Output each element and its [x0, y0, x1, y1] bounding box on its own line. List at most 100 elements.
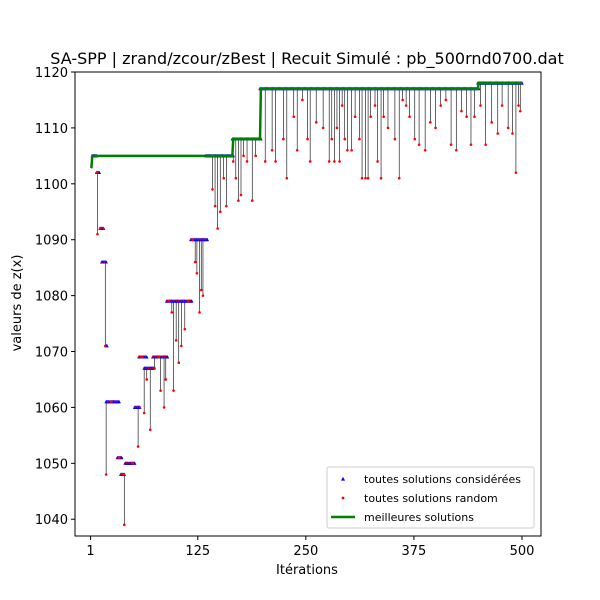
- legend-label: toutes solutions random: [364, 492, 498, 505]
- considered-solution-point: [165, 355, 170, 359]
- random-solution-point: [213, 204, 217, 208]
- y-tick-label: 1110: [35, 122, 68, 137]
- y-tick-label: 1070: [35, 346, 68, 361]
- random-solution-point: [201, 294, 205, 297]
- random-solution-point: [346, 148, 349, 152]
- random-solution-point: [369, 115, 372, 119]
- random-solution-point: [110, 400, 113, 404]
- y-tick-label: 1050: [35, 457, 68, 472]
- random-solution-point: [335, 126, 339, 130]
- x-tick-label: 375: [401, 544, 426, 559]
- considered-solution-point: [189, 299, 194, 303]
- random-solution-point: [364, 176, 367, 180]
- considered-solution-point: [104, 260, 108, 264]
- random-solution-point: [404, 104, 408, 107]
- considered-solution-point: [97, 170, 102, 175]
- random-solution-point: [237, 199, 240, 202]
- random-solution-point: [153, 366, 156, 370]
- random-solution-point: [103, 344, 107, 348]
- random-solution-point: [164, 378, 168, 381]
- random-solution-point: [465, 115, 468, 119]
- random-solution-point: [360, 176, 364, 180]
- random-solution-point: [338, 160, 341, 163]
- y-tick-label: 1040: [35, 513, 68, 528]
- random-solution-point: [308, 160, 312, 163]
- random-solution-point: [211, 188, 214, 191]
- random-solution-point: [274, 160, 277, 163]
- random-solution-point: [490, 121, 494, 124]
- random-solution-point: [358, 137, 361, 141]
- random-solution-point: [327, 160, 331, 163]
- random-solution-point: [295, 148, 299, 152]
- random-solution-point: [222, 176, 226, 180]
- random-solution-point: [479, 104, 482, 107]
- random-solution-point: [292, 115, 296, 119]
- x-tick-label: 500: [510, 544, 535, 559]
- random-solution-point: [408, 115, 411, 119]
- random-solution-point: [136, 445, 140, 448]
- random-solution-point: [98, 227, 102, 230]
- random-solution-point: [157, 355, 161, 359]
- random-solution-point: [224, 204, 228, 208]
- random-solution-point: [193, 260, 197, 264]
- random-solution-point: [333, 160, 336, 163]
- random-solution-point: [376, 160, 379, 163]
- random-solution-point: [102, 227, 105, 230]
- random-solution-point: [250, 199, 254, 202]
- random-solution-point: [449, 143, 453, 146]
- random-solution-point: [366, 176, 370, 180]
- random-solution-point: [417, 143, 421, 146]
- random-solution-point: [145, 378, 149, 381]
- random-solution-point: [413, 137, 417, 141]
- random-solution-point: [239, 193, 243, 197]
- chart-title: SA-SPP | zrand/zcour/zBest | Recuit Simu…: [50, 49, 563, 69]
- random-solution-point: [231, 160, 235, 163]
- random-solution-point: [270, 148, 274, 152]
- random-solution-point: [511, 132, 514, 135]
- random-solution-point: [96, 232, 99, 236]
- legend-marker-random: [341, 496, 345, 500]
- random-solution-point: [242, 154, 245, 158]
- random-solution-point: [172, 389, 175, 392]
- random-solution-point: [198, 311, 201, 314]
- random-solution-point: [444, 98, 448, 102]
- random-solution-point: [159, 389, 162, 392]
- random-solution-point: [285, 176, 289, 180]
- random-solution-point: [350, 148, 353, 152]
- random-solution-point: [234, 176, 238, 180]
- x-tick-label: 125: [185, 544, 210, 559]
- random-solution-point: [343, 137, 347, 141]
- random-solution-point: [500, 104, 504, 107]
- random-solution-point: [142, 411, 146, 415]
- random-solution-point: [439, 104, 443, 107]
- random-solution-point: [199, 288, 203, 292]
- considered-solution-point: [117, 399, 121, 404]
- y-tick-label: 1120: [35, 66, 68, 81]
- random-solution-point: [121, 473, 124, 476]
- random-solution-point: [148, 428, 152, 432]
- random-solution-point: [104, 473, 108, 476]
- random-solution-point: [379, 176, 383, 180]
- random-solution-point: [180, 344, 183, 348]
- random-solution-point: [393, 137, 397, 141]
- random-solution-point: [191, 238, 194, 242]
- random-solution-point: [216, 227, 219, 230]
- random-solution-point: [245, 160, 249, 163]
- random-solution-point: [254, 154, 257, 158]
- random-solution-point: [429, 121, 432, 124]
- random-solution-point: [122, 523, 126, 527]
- random-solution-point: [514, 171, 518, 174]
- random-solution-point: [140, 355, 143, 359]
- random-solution-point: [306, 137, 309, 141]
- random-solution-point: [167, 299, 171, 303]
- random-solution-point: [401, 98, 404, 102]
- y-tick-label: 1100: [35, 178, 68, 193]
- random-solution-point: [183, 327, 187, 331]
- random-solution-point: [170, 311, 174, 314]
- random-solution-point: [423, 148, 427, 152]
- random-solution-point: [162, 406, 166, 409]
- random-solution-point: [484, 143, 487, 146]
- x-axis-label: Itérations: [276, 563, 338, 578]
- random-solution-point: [386, 126, 390, 130]
- random-solution-point: [382, 115, 385, 119]
